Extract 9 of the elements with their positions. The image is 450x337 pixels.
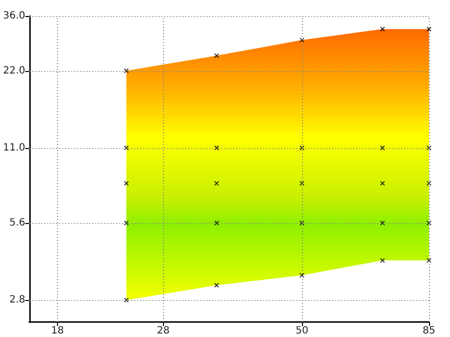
x-tick-label: 50 — [296, 326, 308, 336]
x-tick-label: 85 — [422, 326, 436, 336]
x-tick-label: 18 — [51, 326, 64, 336]
y-tick-label: 11.0 — [3, 142, 26, 154]
x-tick-label: 28 — [156, 326, 170, 336]
y-tick-label: 22.0 — [3, 65, 26, 76]
y-tick-label: 36.0 — [3, 10, 26, 22]
y-tick-label: 5.6 — [9, 218, 26, 229]
y-tick-label: 2.8 — [9, 294, 26, 306]
